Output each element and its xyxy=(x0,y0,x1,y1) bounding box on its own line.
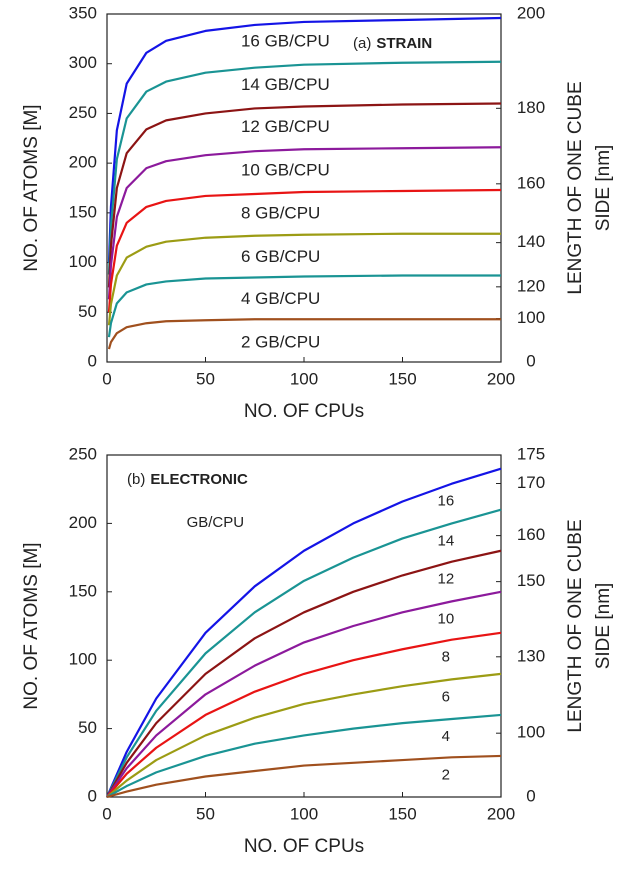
y2-axis-title: LENGTH OF ONE CUBE xyxy=(565,519,586,732)
y-axis-title: NO. OF ATOMS [M] xyxy=(21,542,42,709)
series-label: 14 GB/CPU xyxy=(241,75,330,94)
x-axis-title: NO. OF CPUs xyxy=(244,401,364,422)
x-tick-label: 100 xyxy=(290,369,318,388)
series-label: 16 GB/CPU xyxy=(241,31,330,50)
series-line xyxy=(107,16,502,263)
x-tick-label: 150 xyxy=(388,369,416,388)
series-label: 10 xyxy=(437,610,454,627)
series-line xyxy=(107,188,502,313)
panel-label: (a) STRAIN xyxy=(353,35,432,52)
y-tick-label: 100 xyxy=(69,650,97,669)
x-tick-label: 100 xyxy=(290,804,318,823)
panel-title: STRAIN xyxy=(376,35,432,52)
y2-tick-label: 130 xyxy=(517,646,545,665)
x-tick-label: 150 xyxy=(388,804,416,823)
y2-tick-label: 175 xyxy=(517,444,545,463)
y-tick-label: 150 xyxy=(69,581,97,600)
series-label: 10 GB/CPU xyxy=(241,161,330,180)
y2-tick-label: 140 xyxy=(517,232,545,251)
series-line xyxy=(107,232,501,326)
x-tick-label: 50 xyxy=(196,369,215,388)
y2-axis-title: LENGTH OF ONE CUBE xyxy=(565,81,586,294)
series-label: 6 xyxy=(442,688,450,705)
panel-letter: (b) xyxy=(127,471,145,488)
series-label: 2 GB/CPU xyxy=(241,333,320,352)
y2-tick-label: 100 xyxy=(517,308,545,327)
series-label: 16 xyxy=(437,493,454,510)
y2-tick-label: 150 xyxy=(517,571,545,590)
panel-label: (b) ELECTRONIC xyxy=(127,471,248,488)
y-tick-label: 200 xyxy=(69,513,97,532)
y-tick-label: 250 xyxy=(69,444,97,463)
y-tick-label: 150 xyxy=(69,202,97,221)
series-label: 2 xyxy=(442,766,450,783)
y2-tick-label: 160 xyxy=(517,525,545,544)
series-line xyxy=(107,102,502,288)
y2-tick-label: 180 xyxy=(517,98,545,117)
y2-tick-label: 0 xyxy=(526,786,535,805)
series-line xyxy=(106,508,502,798)
y-tick-label: 300 xyxy=(69,53,97,72)
annotation: GB/CPU xyxy=(187,514,245,531)
x-tick-label: 200 xyxy=(487,369,515,388)
x-tick-label: 0 xyxy=(102,804,111,823)
series-line xyxy=(107,60,502,275)
y-tick-label: 50 xyxy=(78,718,97,737)
panel-title: ELECTRONIC xyxy=(150,471,248,488)
series-line xyxy=(106,672,502,798)
series-label: 12 GB/CPU xyxy=(241,117,330,136)
series-label: 14 xyxy=(437,532,454,549)
y2-axis-title: SIDE [nm] xyxy=(593,145,614,232)
series-label: 6 GB/CPU xyxy=(241,247,320,266)
y2-tick-label: 120 xyxy=(517,276,545,295)
x-tick-label: 50 xyxy=(196,804,215,823)
series-label: 8 GB/CPU xyxy=(241,203,320,222)
y2-axis-title: SIDE [nm] xyxy=(593,583,614,670)
series-line xyxy=(106,713,502,798)
plot-frame xyxy=(106,13,502,363)
series-line xyxy=(106,631,502,798)
y-tick-label: 0 xyxy=(88,786,97,805)
x-axis-title: NO. OF CPUs xyxy=(244,836,364,857)
y-tick-label: 350 xyxy=(69,3,97,22)
y2-tick-label: 100 xyxy=(517,723,545,742)
y-tick-label: 250 xyxy=(69,103,97,122)
series-line xyxy=(107,318,501,350)
series-line xyxy=(106,754,502,799)
series-label: 8 xyxy=(442,649,450,666)
x-tick-label: 200 xyxy=(487,804,515,823)
y-tick-label: 0 xyxy=(88,351,97,370)
y2-tick-label: 0 xyxy=(526,351,535,370)
panel-letter: (a) xyxy=(353,35,371,52)
y-axis-title: NO. OF ATOMS [M] xyxy=(21,104,42,271)
y-tick-label: 200 xyxy=(69,153,97,172)
series-line xyxy=(106,590,502,798)
series-line xyxy=(106,549,502,798)
series-line xyxy=(107,146,502,300)
y-tick-label: 100 xyxy=(69,252,97,271)
series-label: 12 xyxy=(437,571,454,588)
series-label: 4 xyxy=(442,728,450,745)
y2-tick-label: 200 xyxy=(517,3,545,22)
series-label: 4 GB/CPU xyxy=(241,289,320,308)
y2-tick-label: 170 xyxy=(517,473,545,492)
y-tick-label: 50 xyxy=(78,302,97,321)
y2-tick-label: 160 xyxy=(517,173,545,192)
series-line xyxy=(105,467,502,798)
series-line xyxy=(107,274,501,338)
x-tick-label: 0 xyxy=(102,369,111,388)
